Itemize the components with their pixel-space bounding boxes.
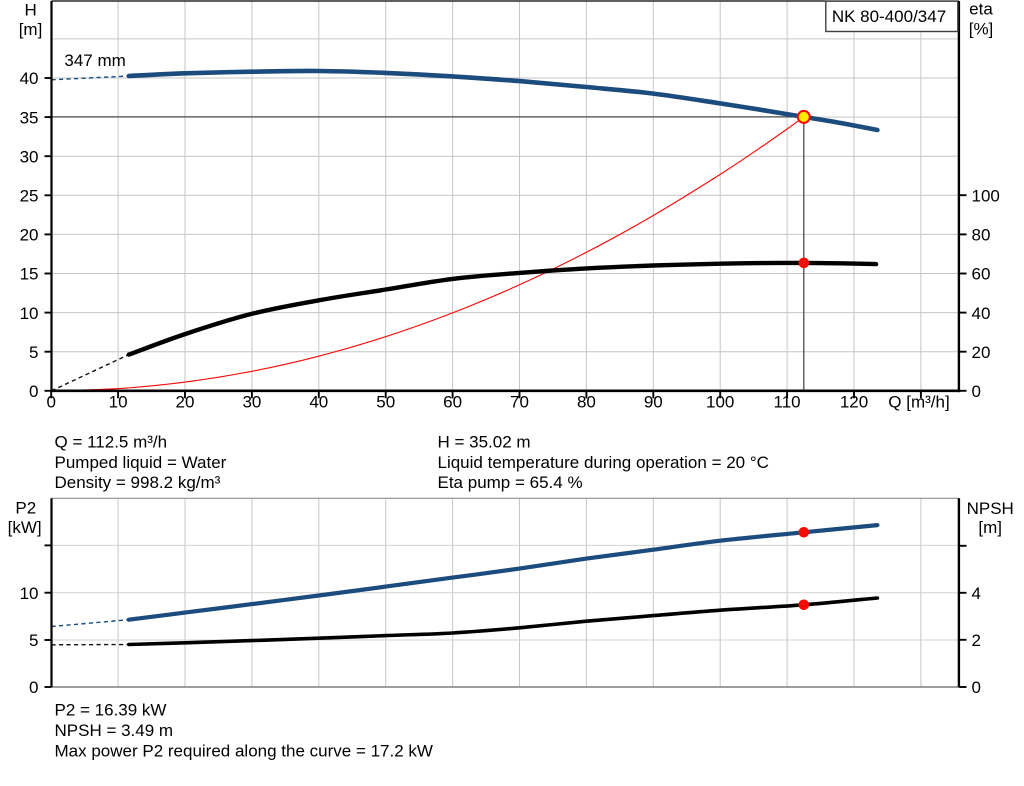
svg-text:4: 4 — [972, 584, 981, 603]
svg-text:40: 40 — [20, 69, 39, 88]
svg-text:P2 = 16.39 kW: P2 = 16.39 kW — [55, 701, 167, 720]
svg-text:347 mm: 347 mm — [64, 51, 125, 70]
svg-text:25: 25 — [20, 187, 39, 206]
svg-text:NK 80-400/347: NK 80-400/347 — [832, 7, 946, 26]
svg-text:Max power P2 required along th: Max power P2 required along the curve = … — [55, 742, 433, 761]
svg-text:100: 100 — [706, 393, 734, 412]
svg-text:120: 120 — [840, 393, 868, 412]
svg-text:[%]: [%] — [969, 20, 994, 39]
svg-text:5: 5 — [29, 343, 38, 362]
svg-text:eta: eta — [969, 0, 993, 19]
svg-text:110: 110 — [774, 393, 801, 412]
svg-text:70: 70 — [510, 393, 529, 412]
svg-text:40: 40 — [972, 304, 991, 323]
svg-text:Q = 112.5 m³/h: Q = 112.5 m³/h — [55, 432, 168, 451]
svg-text:P2: P2 — [15, 499, 36, 518]
svg-text:0: 0 — [29, 382, 38, 401]
svg-text:30: 30 — [242, 393, 261, 412]
svg-text:0: 0 — [46, 393, 55, 412]
svg-text:80: 80 — [972, 226, 991, 245]
svg-text:[m]: [m] — [978, 518, 1002, 537]
svg-text:5: 5 — [29, 631, 38, 650]
svg-text:35: 35 — [20, 108, 39, 127]
svg-text:15: 15 — [20, 265, 39, 284]
svg-text:10: 10 — [20, 584, 39, 603]
svg-text:80: 80 — [577, 393, 596, 412]
svg-text:20: 20 — [972, 343, 991, 362]
svg-text:40: 40 — [309, 393, 328, 412]
svg-text:50: 50 — [376, 393, 395, 412]
svg-text:0: 0 — [972, 382, 981, 401]
svg-text:60: 60 — [443, 393, 462, 412]
svg-text:H = 35.02 m: H = 35.02 m — [438, 432, 531, 451]
svg-text:[kW]: [kW] — [8, 518, 42, 537]
svg-text:20: 20 — [176, 393, 195, 412]
svg-text:20: 20 — [20, 226, 39, 245]
svg-text:0: 0 — [29, 678, 38, 697]
svg-text:H: H — [25, 0, 37, 19]
svg-text:Eta pump = 65.4 %: Eta pump = 65.4 % — [438, 473, 583, 492]
svg-text:60: 60 — [972, 265, 991, 284]
svg-text:0: 0 — [972, 678, 981, 697]
svg-text:30: 30 — [20, 147, 39, 166]
svg-text:Pumped liquid = Water: Pumped liquid = Water — [55, 453, 227, 472]
svg-text:[m]: [m] — [19, 20, 43, 39]
svg-text:10: 10 — [109, 393, 128, 412]
svg-text:2: 2 — [972, 631, 981, 650]
svg-text:NPSH = 3.49 m: NPSH = 3.49 m — [55, 721, 174, 740]
svg-text:Q [m³/h]: Q [m³/h] — [888, 393, 949, 412]
svg-text:Density = 998.2 kg/m³: Density = 998.2 kg/m³ — [55, 473, 221, 492]
svg-text:10: 10 — [20, 304, 39, 323]
svg-text:90: 90 — [644, 393, 663, 412]
svg-text:Liquid temperature during oper: Liquid temperature during operation = 20… — [438, 453, 769, 472]
svg-text:100: 100 — [972, 186, 1000, 205]
svg-text:NPSH: NPSH — [967, 499, 1014, 518]
